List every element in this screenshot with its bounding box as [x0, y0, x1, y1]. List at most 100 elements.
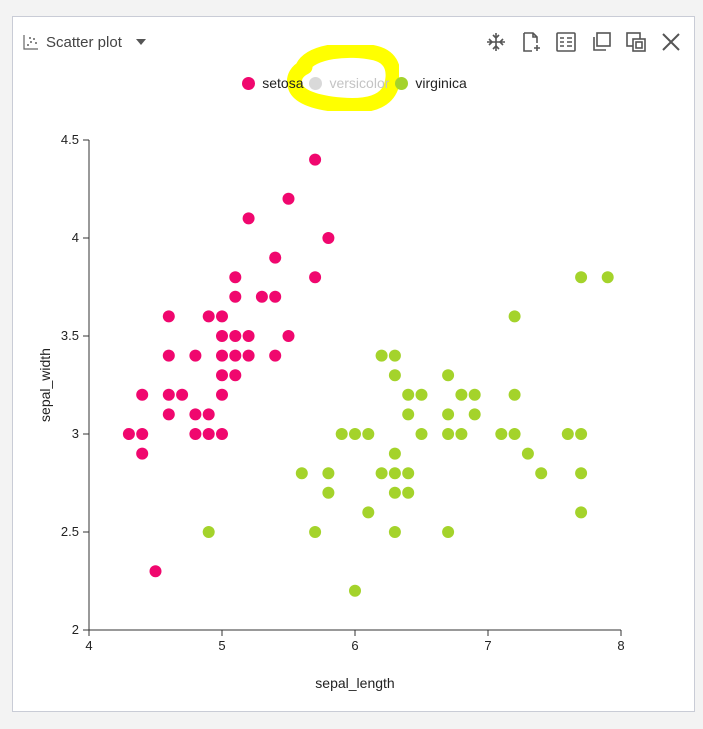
point-virginica[interactable] [508, 310, 521, 323]
point-virginica[interactable] [575, 271, 588, 284]
point-virginica[interactable] [335, 428, 348, 440]
point-virginica[interactable] [468, 408, 481, 421]
point-setosa[interactable] [242, 330, 255, 342]
point-setosa[interactable] [136, 388, 149, 401]
point-virginica[interactable] [362, 428, 375, 440]
point-virginica[interactable] [375, 467, 388, 480]
point-virginica[interactable] [349, 584, 361, 597]
pop-out-button[interactable] [623, 29, 649, 55]
point-virginica[interactable] [415, 388, 428, 401]
point-virginica[interactable] [601, 271, 614, 284]
point-virginica[interactable] [362, 506, 375, 519]
point-setosa[interactable] [202, 408, 215, 421]
point-setosa[interactable] [189, 408, 202, 421]
legend-item-versicolor[interactable]: versicolor [309, 75, 389, 91]
panel-toolbar [474, 29, 684, 55]
point-virginica[interactable] [508, 428, 521, 440]
point-setosa[interactable] [242, 349, 255, 362]
close-button[interactable] [658, 29, 684, 55]
point-virginica[interactable] [575, 467, 588, 480]
point-setosa[interactable] [136, 447, 149, 460]
point-virginica[interactable] [508, 388, 521, 401]
point-setosa[interactable] [189, 349, 202, 362]
point-virginica[interactable] [388, 369, 401, 382]
point-virginica[interactable] [575, 506, 588, 519]
pop-out-icon [626, 32, 646, 52]
point-virginica[interactable] [402, 486, 415, 499]
point-virginica[interactable] [442, 408, 455, 421]
legend-item-virginica[interactable]: virginica [395, 75, 467, 91]
point-virginica[interactable] [455, 428, 468, 440]
point-setosa[interactable] [216, 310, 228, 323]
point-setosa[interactable] [136, 428, 149, 440]
point-setosa[interactable] [229, 369, 242, 382]
point-setosa[interactable] [282, 192, 295, 205]
point-virginica[interactable] [495, 428, 508, 440]
point-setosa[interactable] [229, 330, 242, 342]
point-virginica[interactable] [442, 526, 455, 538]
x-tick-label: 6 [351, 638, 358, 653]
point-setosa[interactable] [176, 388, 189, 401]
point-virginica[interactable] [535, 467, 548, 480]
point-virginica[interactable] [388, 349, 401, 362]
point-virginica[interactable] [202, 526, 215, 538]
point-setosa[interactable] [162, 310, 175, 323]
point-virginica[interactable] [455, 388, 468, 401]
point-setosa[interactable] [162, 408, 175, 421]
table-view-button[interactable] [553, 29, 579, 55]
point-virginica[interactable] [388, 467, 401, 480]
point-setosa[interactable] [202, 310, 215, 323]
point-virginica[interactable] [322, 486, 335, 499]
chart-type-selector[interactable]: Scatter plot [22, 31, 146, 53]
point-setosa[interactable] [309, 271, 322, 284]
point-virginica[interactable] [388, 486, 401, 499]
point-virginica[interactable] [575, 428, 588, 440]
zoom-fit-button[interactable] [483, 29, 509, 55]
point-virginica[interactable] [442, 428, 455, 440]
point-virginica[interactable] [349, 428, 361, 440]
point-setosa[interactable] [242, 212, 255, 225]
point-setosa[interactable] [255, 290, 268, 303]
point-virginica[interactable] [295, 467, 308, 480]
chevron-down-icon[interactable] [135, 39, 146, 45]
point-virginica[interactable] [402, 388, 415, 401]
point-setosa[interactable] [189, 428, 202, 440]
point-setosa[interactable] [309, 153, 322, 166]
point-setosa[interactable] [282, 330, 295, 342]
point-setosa[interactable] [269, 349, 282, 362]
point-setosa[interactable] [122, 428, 135, 440]
point-setosa[interactable] [229, 290, 242, 303]
point-setosa[interactable] [162, 388, 175, 401]
point-virginica[interactable] [375, 349, 388, 362]
point-setosa[interactable] [269, 251, 282, 264]
y-tick-label: 2.5 [61, 524, 79, 539]
point-virginica[interactable] [442, 369, 455, 382]
legend-label: versicolor [329, 75, 390, 91]
point-setosa[interactable] [229, 349, 242, 362]
point-virginica[interactable] [468, 388, 481, 401]
point-virginica[interactable] [561, 428, 574, 440]
point-setosa[interactable] [216, 349, 228, 362]
duplicate-button[interactable] [588, 29, 614, 55]
point-setosa[interactable] [322, 232, 335, 244]
new-document-button[interactable] [518, 29, 544, 55]
point-virginica[interactable] [402, 408, 415, 421]
point-virginica[interactable] [388, 447, 401, 460]
point-virginica[interactable] [402, 467, 415, 480]
point-setosa[interactable] [216, 428, 228, 440]
point-setosa[interactable] [149, 565, 162, 578]
point-virginica[interactable] [322, 467, 335, 480]
point-setosa[interactable] [216, 369, 228, 382]
duplicate-icon [593, 32, 611, 51]
point-virginica[interactable] [388, 526, 401, 538]
point-setosa[interactable] [216, 330, 228, 342]
point-setosa[interactable] [202, 428, 215, 440]
point-virginica[interactable] [309, 526, 322, 538]
point-setosa[interactable] [162, 349, 175, 362]
point-setosa[interactable] [216, 388, 228, 401]
point-virginica[interactable] [521, 447, 534, 460]
point-virginica[interactable] [415, 428, 428, 440]
point-setosa[interactable] [269, 290, 282, 303]
point-setosa[interactable] [229, 271, 242, 284]
legend-item-setosa[interactable]: setosa [242, 75, 303, 91]
